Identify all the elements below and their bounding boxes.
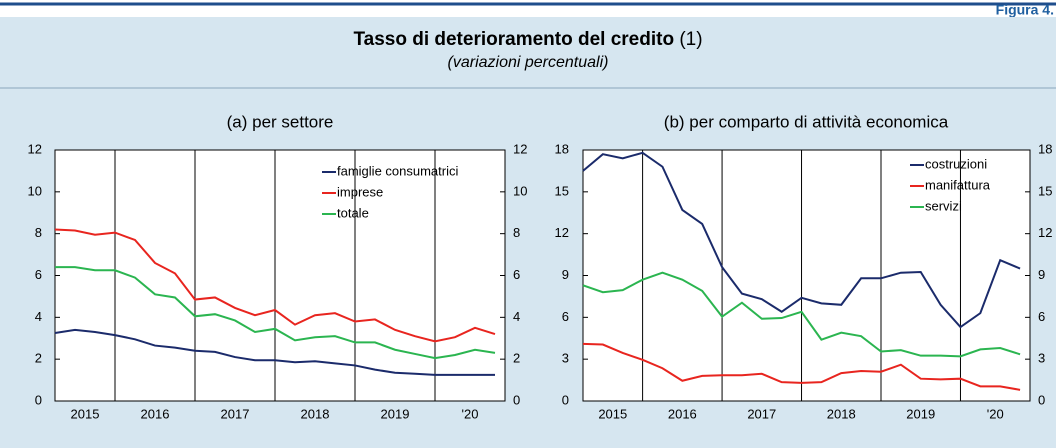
chart-title: (b) per comparto di attività economica <box>664 112 949 131</box>
series-line <box>54 328 495 376</box>
x-tick-label: 2018 <box>301 406 330 421</box>
series-line <box>582 342 1021 391</box>
y2-tick-label: 2 <box>513 351 520 366</box>
y2-tick-label: 12 <box>1038 225 1052 240</box>
figure-title: Tasso di deterioramento del credito (1) <box>353 29 702 50</box>
series-line <box>55 266 496 360</box>
x-tick-label: 2019 <box>381 406 410 421</box>
y2-tick-label: 12 <box>513 141 527 156</box>
y2-tick-label: 0 <box>513 392 520 407</box>
x-tick-label: 2016 <box>668 406 697 421</box>
legend-label: servizi <box>925 198 962 213</box>
y-tick-label: 6 <box>562 309 569 324</box>
legend-label: totale <box>337 205 369 220</box>
y-tick-label: 4 <box>35 309 42 324</box>
x-tick-label: 2015 <box>71 406 100 421</box>
y2-tick-label: 4 <box>513 309 520 324</box>
series-line <box>582 151 1021 329</box>
y-tick-label: 9 <box>562 267 569 282</box>
y2-tick-label: 0 <box>1038 392 1045 407</box>
x-tick-label: 2019 <box>906 406 935 421</box>
y-tick-label: 2 <box>35 351 42 366</box>
y-tick-label: 12 <box>28 141 42 156</box>
y2-tick-label: 15 <box>1038 183 1052 198</box>
x-tick-label: 2017 <box>747 406 776 421</box>
y-tick-label: 8 <box>35 225 42 240</box>
x-tick-label: '20 <box>987 406 1004 421</box>
figure-subtitle: (variazioni percentuali) <box>448 54 609 71</box>
y-tick-label: 6 <box>35 267 42 282</box>
y-tick-label: 15 <box>555 183 569 198</box>
series-line <box>54 228 496 343</box>
y-tick-label: 12 <box>555 225 569 240</box>
plot-area <box>54 149 506 402</box>
title-note: (1) <box>679 29 702 50</box>
legend-label: imprese <box>337 184 383 199</box>
chart-title: (a) per settore <box>227 112 334 131</box>
y2-tick-label: 9 <box>1038 267 1045 282</box>
x-tick-label: 2017 <box>221 406 250 421</box>
y-tick-label: 10 <box>28 183 42 198</box>
x-tick-label: 2016 <box>141 406 170 421</box>
y2-tick-label: 18 <box>1038 141 1052 156</box>
series-line <box>582 271 1021 358</box>
title-main: Tasso di deterioramento del credito <box>353 29 674 50</box>
y2-tick-label: 8 <box>513 225 520 240</box>
figure-label: Figura 4. <box>996 2 1054 18</box>
y-tick-label: 0 <box>562 392 569 407</box>
legend-label: costruzioni <box>925 156 987 171</box>
legend-label: manifattura <box>925 177 991 192</box>
y2-tick-label: 10 <box>513 183 527 198</box>
x-tick-label: 2015 <box>598 406 627 421</box>
y-tick-label: 3 <box>562 351 569 366</box>
y-tick-label: 18 <box>555 141 569 156</box>
y-tick-label: 0 <box>35 392 42 407</box>
x-tick-label: '20 <box>462 406 479 421</box>
y2-tick-label: 3 <box>1038 351 1045 366</box>
x-tick-label: 2018 <box>827 406 856 421</box>
legend-label: famiglie consumatrici <box>337 163 458 178</box>
y2-tick-label: 6 <box>1038 309 1045 324</box>
y2-tick-label: 6 <box>513 267 520 282</box>
